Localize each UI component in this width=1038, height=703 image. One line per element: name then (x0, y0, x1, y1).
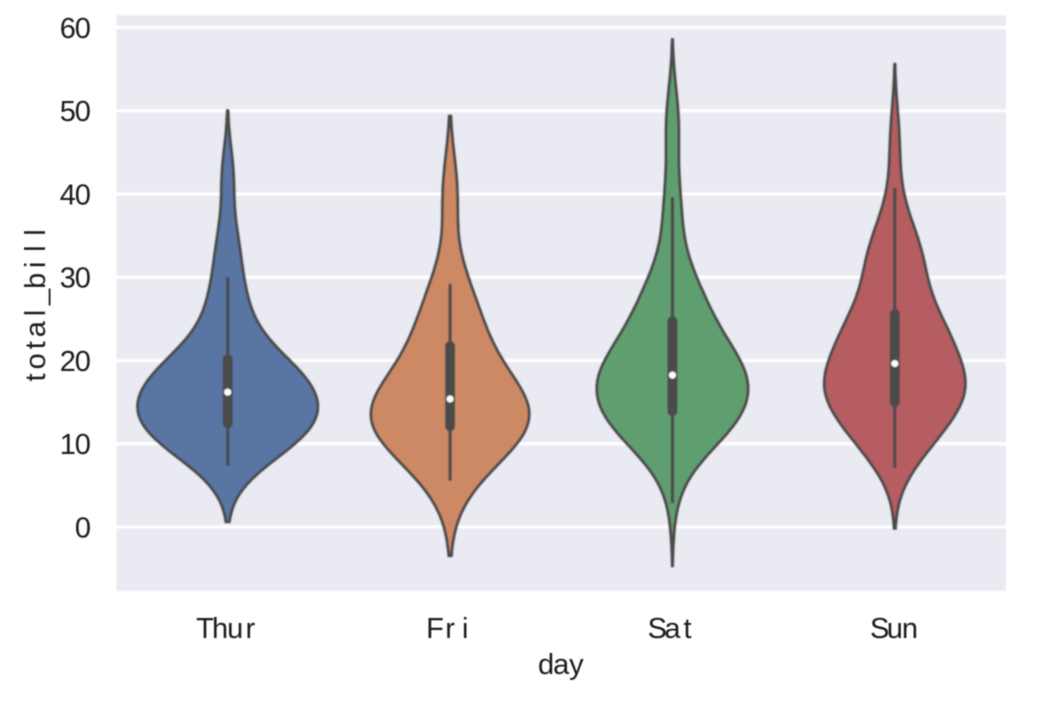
svg-text:30: 30 (60, 263, 91, 295)
svg-text:40: 40 (60, 179, 91, 211)
svg-text:Fri: Fri (426, 613, 468, 645)
svg-text:total_bill: total_bill (20, 229, 52, 381)
svg-text:Sun: Sun (870, 613, 918, 645)
svg-text:20: 20 (60, 346, 91, 378)
svg-text:60: 60 (60, 13, 91, 45)
svg-text:10: 10 (60, 429, 91, 461)
svg-text:0: 0 (75, 512, 91, 544)
svg-text:Sat: Sat (648, 613, 692, 645)
svg-text:50: 50 (60, 96, 91, 128)
svg-text:Thur: Thur (196, 613, 255, 645)
svg-text:day: day (538, 649, 584, 681)
